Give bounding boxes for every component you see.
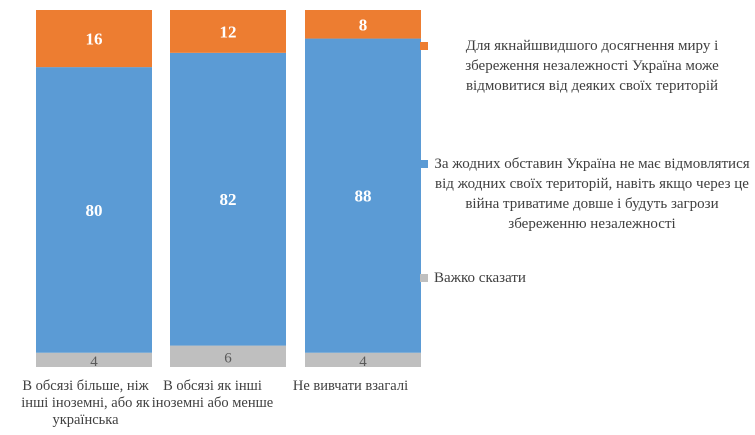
data-label-3-1: 4 xyxy=(359,354,367,370)
bar-segment-1-3 xyxy=(36,10,152,68)
legend-label-gray: Важко сказати xyxy=(434,270,526,286)
legend-swatch-blue xyxy=(420,160,428,168)
category-label-3: Не вивчати взагалі xyxy=(292,378,409,394)
bar-segment-3-1 xyxy=(305,352,421,367)
data-label-1-1: 4 xyxy=(90,354,98,370)
data-label-2-2: 82 xyxy=(220,190,237,209)
data-label-1-2: 80 xyxy=(86,201,103,220)
bar-segment-3-2 xyxy=(305,38,421,353)
bar-segment-3-3 xyxy=(305,10,421,39)
category-label-1: В обсязі більше, ніж інші іноземні, або … xyxy=(21,378,150,428)
legend-swatch-gray xyxy=(420,274,428,282)
data-label-2-3: 12 xyxy=(220,22,237,41)
legend-label-blue: За жодних обставин Україна не має відмов… xyxy=(434,156,750,232)
legend-label-orange: Для якнайшвидшого досягнення миру і збер… xyxy=(465,38,719,94)
legend-item-blue: За жодних обставин Україна не має відмов… xyxy=(420,154,750,268)
legend-swatch-orange xyxy=(420,42,428,50)
data-label-3-3: 8 xyxy=(359,15,368,34)
bar-segment-2-1 xyxy=(170,345,286,367)
category-label-2: В обсязі як інші іноземні або менше xyxy=(151,378,274,411)
data-label-2-1: 6 xyxy=(224,350,232,366)
legend-item-orange: Для якнайшвидшого досягнення миру і збер… xyxy=(420,36,750,100)
chart-legend: Для якнайшвидшого досягнення миру і збер… xyxy=(420,36,750,288)
bar-segment-2-2 xyxy=(170,52,286,346)
bar-segment-2-3 xyxy=(170,10,286,53)
data-label-3-2: 88 xyxy=(355,187,372,206)
legend-item-gray: Важко сказати xyxy=(420,268,750,288)
data-label-1-3: 16 xyxy=(86,30,103,49)
bar-segment-1-2 xyxy=(36,67,152,353)
bar-segment-1-1 xyxy=(36,352,152,367)
